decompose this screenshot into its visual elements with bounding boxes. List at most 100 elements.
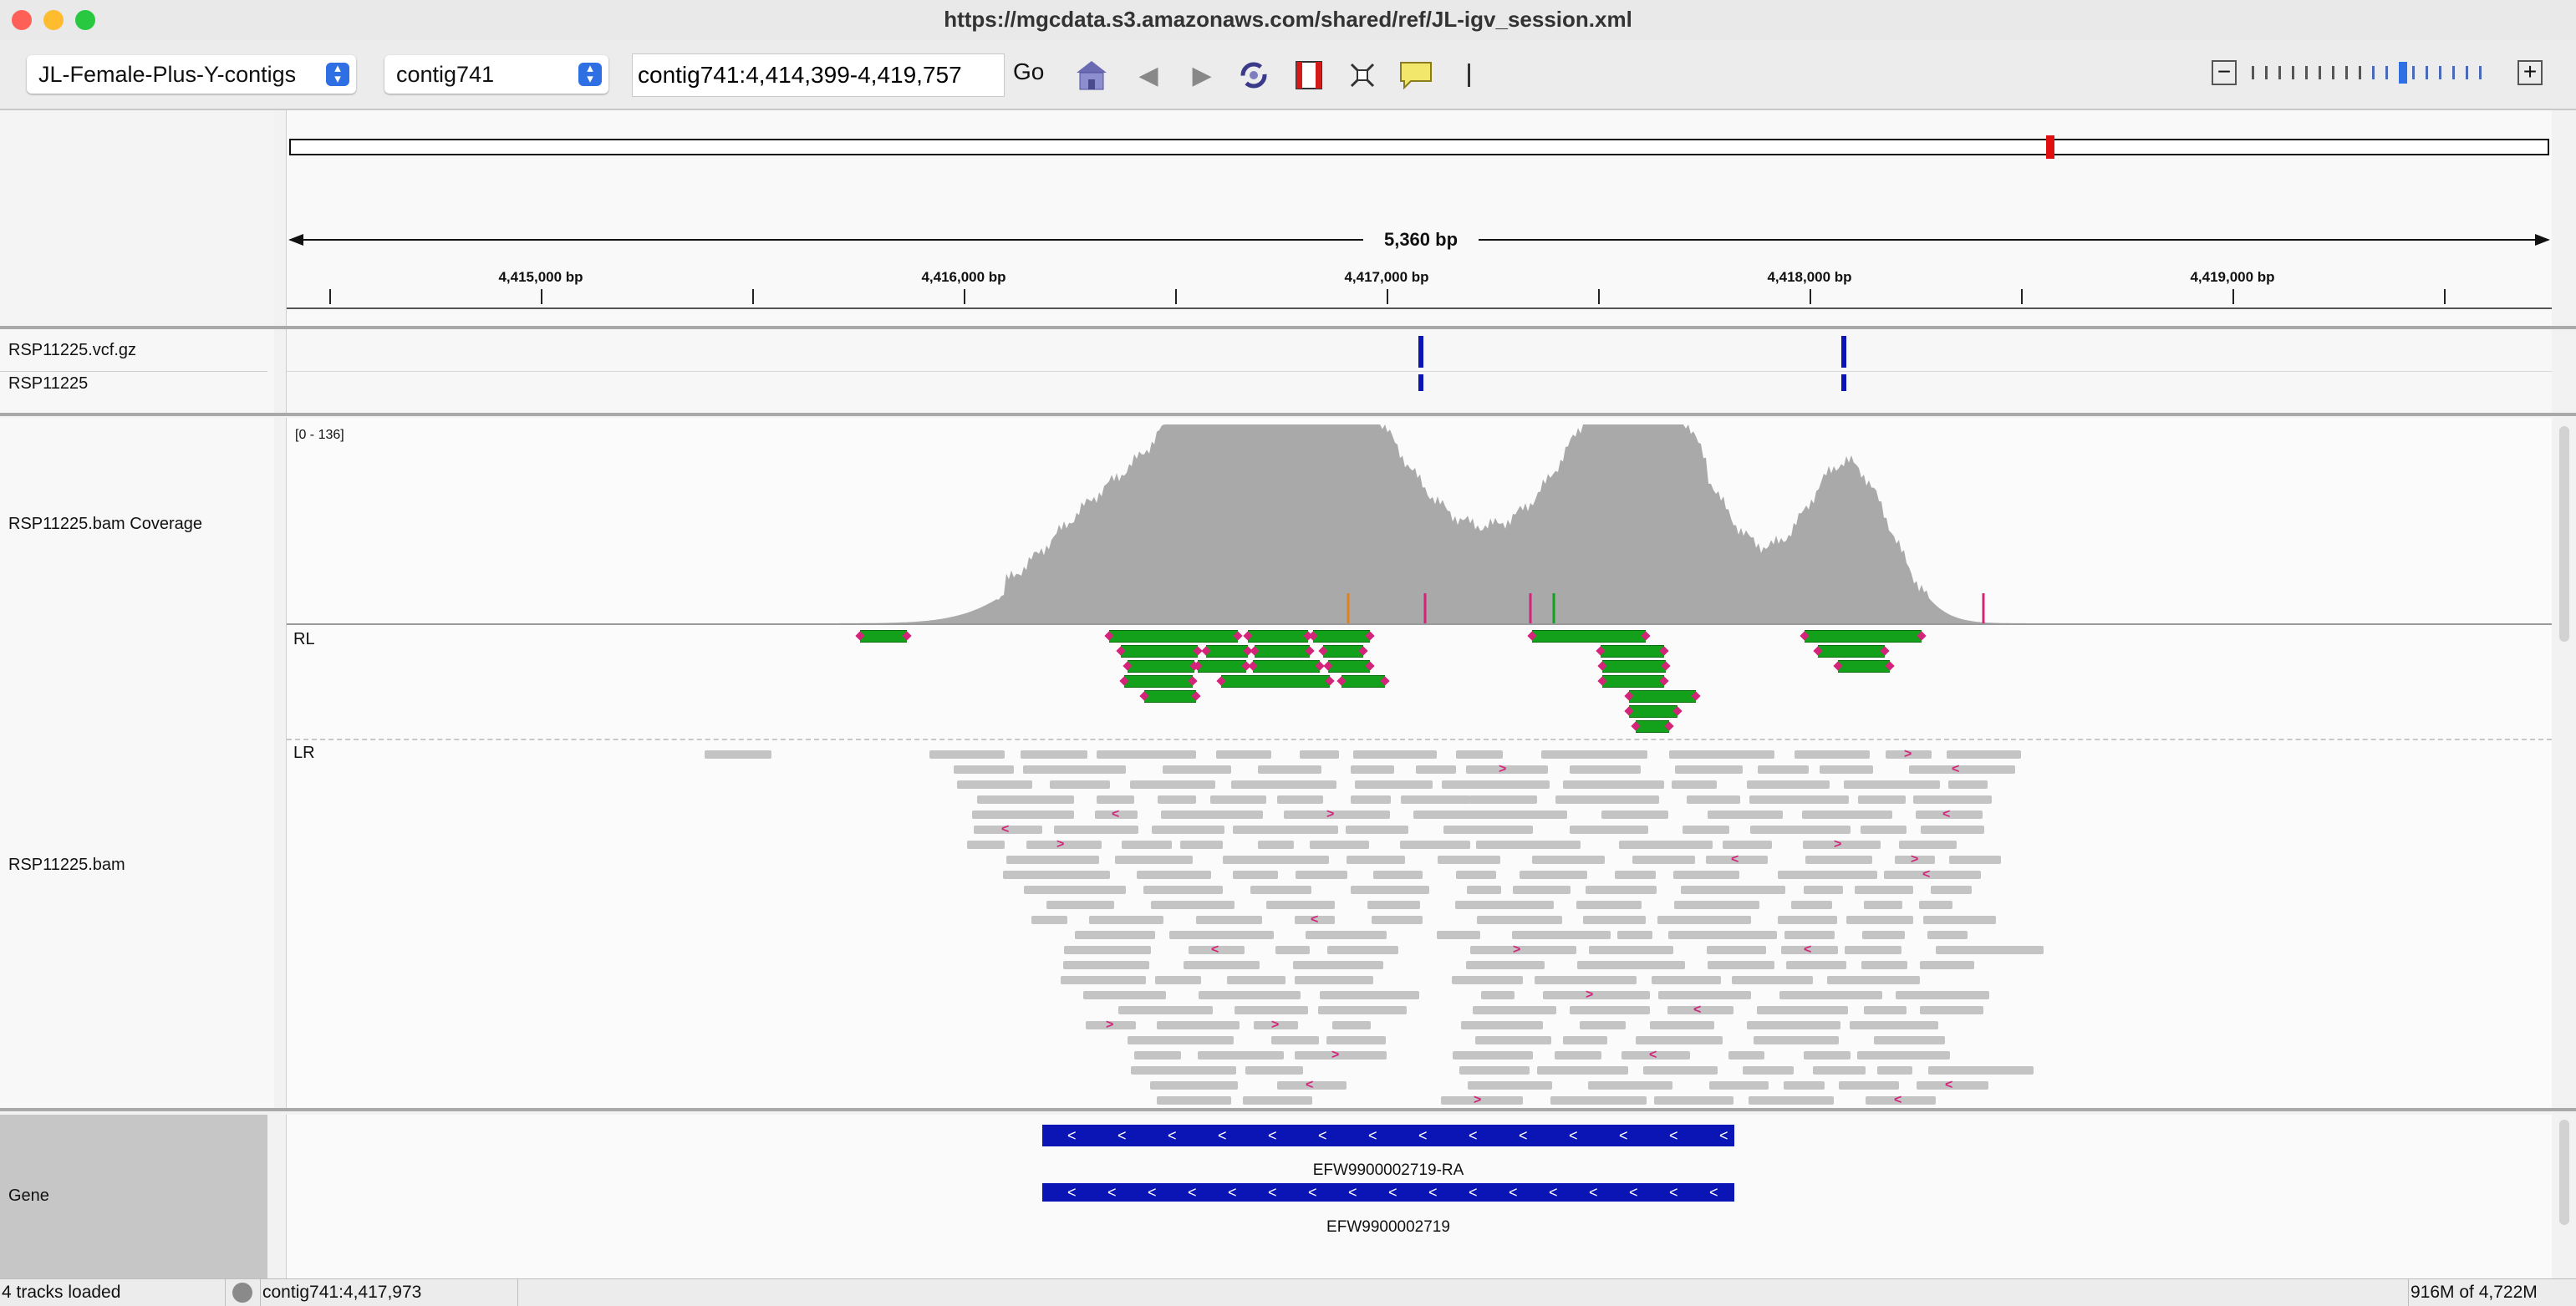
genotype-call[interactable] bbox=[1418, 374, 1423, 391]
alignment-read[interactable] bbox=[1470, 946, 1576, 954]
alignment-read[interactable] bbox=[1884, 871, 1981, 879]
alignment-read[interactable] bbox=[1619, 841, 1713, 849]
alignment-read[interactable] bbox=[1437, 931, 1480, 939]
chromosome-dropdown[interactable]: contig741 ▴ ▾ bbox=[384, 55, 608, 94]
variant-panel[interactable] bbox=[286, 329, 2552, 413]
alignment-read[interactable] bbox=[1802, 811, 1892, 819]
alignment-read[interactable] bbox=[1206, 645, 1248, 658]
alignment-read[interactable] bbox=[1326, 1036, 1386, 1044]
alignment-read[interactable] bbox=[1295, 1051, 1387, 1060]
alignment-read[interactable] bbox=[1455, 901, 1554, 909]
alignment-read[interactable] bbox=[1128, 660, 1194, 673]
alignment-read[interactable] bbox=[957, 780, 1032, 789]
alignment-read[interactable] bbox=[1131, 1066, 1236, 1075]
alignment-read[interactable] bbox=[1476, 841, 1581, 849]
gene-feature-gene[interactable]: < < < < < < < < < < < < < < < < < bbox=[1042, 1183, 1734, 1202]
zoom-tick[interactable] bbox=[2359, 66, 2361, 79]
alignment-read[interactable] bbox=[1323, 645, 1363, 658]
alignment-read[interactable] bbox=[1248, 630, 1308, 643]
alignment-read[interactable] bbox=[1917, 1081, 1988, 1090]
alignment-read[interactable] bbox=[1221, 675, 1330, 688]
alignment-read[interactable] bbox=[1621, 1051, 1690, 1060]
alignment-read[interactable] bbox=[1196, 916, 1262, 924]
alignment-read[interactable] bbox=[1459, 811, 1567, 819]
alignment-read[interactable] bbox=[1781, 946, 1838, 954]
alignment-read[interactable] bbox=[1109, 630, 1238, 643]
alignment-read[interactable] bbox=[1003, 871, 1110, 879]
alignment-read[interactable] bbox=[1916, 811, 1983, 819]
zoom-tick[interactable] bbox=[2345, 66, 2348, 79]
back-icon[interactable]: ◀ bbox=[1138, 61, 1158, 89]
gene-panel[interactable]: < < < < < < < < < < < < < < EFW9900002719-RA < < < < < < < <… bbox=[286, 1115, 2552, 1278]
alignment-read[interactable] bbox=[967, 841, 1005, 849]
alignment-read[interactable] bbox=[1570, 1006, 1650, 1014]
alignment-read[interactable] bbox=[1818, 645, 1885, 658]
alignment-read[interactable] bbox=[1144, 690, 1196, 703]
rl-reads[interactable] bbox=[287, 627, 2552, 737]
alignment-read[interactable] bbox=[1749, 1096, 1834, 1105]
alignment-read[interactable] bbox=[1784, 931, 1835, 939]
sample-track-name[interactable]: RSP11225 bbox=[8, 374, 89, 393]
alignment-read[interactable] bbox=[1866, 1096, 1936, 1105]
alignment-read[interactable] bbox=[1754, 1036, 1839, 1044]
alignment-read[interactable] bbox=[1258, 841, 1294, 849]
alignment-read[interactable] bbox=[1150, 1081, 1238, 1090]
memory-status[interactable]: 916M of 4,722M bbox=[2411, 1283, 2538, 1302]
alignment-read[interactable] bbox=[1827, 976, 1920, 984]
alignment-read[interactable] bbox=[1673, 871, 1739, 879]
alignment-read[interactable] bbox=[1355, 780, 1433, 789]
coverage-histogram[interactable] bbox=[287, 418, 2552, 625]
alignment-read[interactable] bbox=[1296, 871, 1347, 879]
alignment-read[interactable] bbox=[1747, 780, 1830, 789]
alignment-read[interactable] bbox=[1243, 1096, 1312, 1105]
go-button[interactable]: Go bbox=[1013, 58, 1045, 84]
alignment-read[interactable] bbox=[1328, 660, 1370, 673]
alignment-read[interactable] bbox=[1921, 826, 1984, 834]
alignment-read[interactable] bbox=[1372, 916, 1423, 924]
zoom-in-button[interactable]: + bbox=[2517, 60, 2543, 85]
alignment-read[interactable] bbox=[1709, 1081, 1769, 1090]
alignment-read[interactable] bbox=[1245, 1066, 1303, 1075]
alignment-read[interactable] bbox=[1555, 1051, 1601, 1060]
alignment-read[interactable] bbox=[1284, 811, 1390, 819]
alignment-read[interactable] bbox=[1909, 765, 2015, 774]
refresh-icon[interactable] bbox=[1237, 58, 1270, 92]
zoom-out-button[interactable]: − bbox=[2212, 60, 2237, 85]
alignment-read[interactable] bbox=[1341, 675, 1385, 688]
alignment-read[interactable] bbox=[1580, 1021, 1626, 1029]
alignment-read[interactable] bbox=[1318, 1006, 1407, 1014]
alignment-read[interactable] bbox=[1749, 795, 1849, 804]
alignment-scrollbar[interactable] bbox=[2559, 426, 2569, 642]
alignment-read[interactable] bbox=[1184, 961, 1260, 969]
alignment-read[interactable] bbox=[972, 811, 1074, 819]
alignment-read[interactable] bbox=[1805, 856, 1872, 864]
alignment-read[interactable] bbox=[1864, 1006, 1907, 1014]
alignment-read[interactable] bbox=[1636, 720, 1669, 733]
alignment-read[interactable] bbox=[1266, 901, 1335, 909]
chromosome-ideogram[interactable] bbox=[289, 135, 2549, 159]
alignment-read[interactable] bbox=[1223, 856, 1329, 864]
alignment-read[interactable] bbox=[1617, 931, 1652, 939]
alignment-read[interactable] bbox=[1513, 886, 1571, 894]
zoom-tick[interactable] bbox=[2412, 66, 2415, 79]
alignment-read[interactable] bbox=[1728, 1051, 1764, 1060]
alignment-read[interactable] bbox=[1791, 901, 1832, 909]
minimize-window-button[interactable] bbox=[43, 10, 64, 30]
alignment-read[interactable] bbox=[1277, 1081, 1347, 1090]
alignment-read[interactable] bbox=[1320, 991, 1419, 999]
alignment-read[interactable] bbox=[1601, 645, 1664, 658]
alignment-read[interactable] bbox=[954, 765, 1014, 774]
alignment-read[interactable] bbox=[1231, 780, 1336, 789]
alignment-read[interactable] bbox=[1654, 1096, 1733, 1105]
alignment-read[interactable] bbox=[1864, 901, 1902, 909]
alignment-read[interactable] bbox=[1151, 901, 1235, 909]
alignment-read[interactable] bbox=[1095, 811, 1138, 819]
alignment-read[interactable] bbox=[1453, 1051, 1533, 1060]
zoom-tick[interactable] bbox=[2479, 66, 2482, 79]
alignment-read[interactable] bbox=[1061, 976, 1146, 984]
alignment-read[interactable] bbox=[1707, 946, 1766, 954]
alignment-read[interactable] bbox=[1477, 916, 1562, 924]
alignment-read[interactable] bbox=[1250, 886, 1311, 894]
home-icon[interactable] bbox=[1075, 58, 1108, 92]
alignment-read[interactable] bbox=[1169, 931, 1274, 939]
